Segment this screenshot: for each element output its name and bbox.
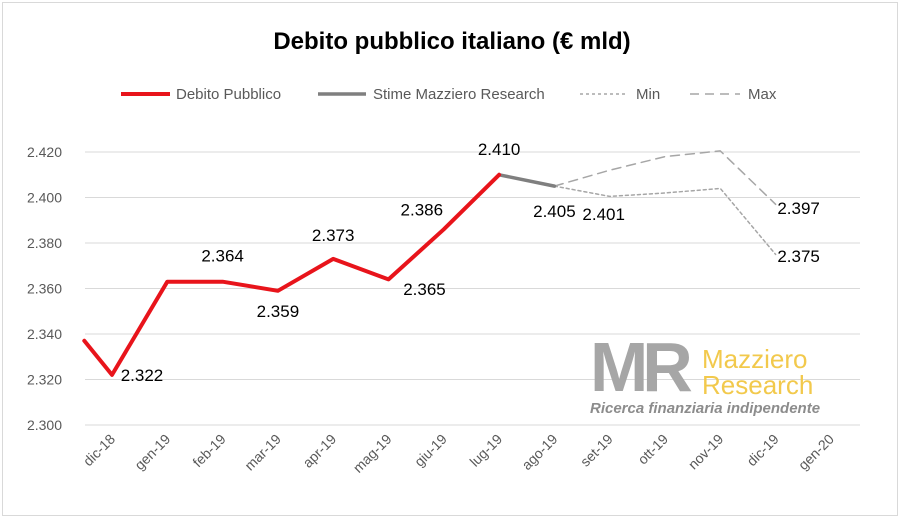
legend-label: Debito Pubblico [176,86,281,103]
series-line-debito-pubblico [82,172,502,377]
x-tick-label: gen-20 [795,431,837,473]
y-tick-label: 2.340 [27,326,62,342]
data-labels: 2.322 2.364 2.359 2.373 2.365 2.386 2.410 2.405… [121,140,820,385]
x-tick-label: ott-19 [634,431,671,468]
x-tick-label: set-19 [577,431,616,470]
x-tick-label: lug-19 [466,431,505,470]
x-tick-label: dic-18 [80,431,118,469]
x-tick-label: apr-19 [299,431,339,471]
x-tick-label: ago-19 [518,431,560,473]
series-line-stime-mazziero-research [497,173,557,188]
data-label: 2.375 [777,247,820,266]
y-tick-label: 2.300 [27,417,62,433]
x-tick-label: feb-19 [189,431,229,471]
y-tick-label: 2.360 [27,281,62,297]
x-tick-label: gen-19 [131,431,173,473]
data-label: 2.410 [478,140,521,159]
watermark-logo: MR Mazziero Research Ricerca finanziaria… [590,332,840,422]
data-label: 2.364 [201,246,244,265]
x-tick-label: mag-19 [350,431,395,476]
x-tick-label: dic-19 [743,431,781,469]
watermark-name-line2: Research [702,370,814,400]
data-label: 2.359 [257,302,300,321]
legend-label: Max [748,86,777,103]
series-line-min [553,185,777,256]
chart-frame [2,2,898,516]
data-label: 2.322 [121,366,164,385]
watermark-name-line1: Mazziero [702,344,808,374]
data-label: 2.401 [582,205,625,224]
watermark-mr-mark: MR [590,328,693,406]
chart-title: Debito pubblico italiano (€ mld) [273,28,631,55]
x-tick-label: mar-19 [241,431,284,474]
x-axis-ticks: dic-18 gen-19 feb-19 mar-19 apr-19 mag-19 giu-… [80,431,837,476]
series-line-max [553,150,777,206]
legend-label: Stime Mazziero Research [373,86,545,103]
legend: Debito Pubblico Stime Mazziero Research Mi… [121,86,777,103]
legend-label: Min [636,86,660,103]
series-lines [82,150,777,377]
data-label: 2.397 [777,199,820,218]
y-tick-label: 2.420 [27,144,62,160]
data-label: 2.365 [403,280,446,299]
y-tick-label: 2.380 [27,235,62,251]
data-label: 2.386 [401,200,444,219]
x-tick-label: giu-19 [411,431,450,470]
gridlines [85,151,860,426]
x-tick-label: nov-19 [685,431,727,473]
y-tick-label: 2.320 [27,372,62,388]
data-label: 2.373 [312,226,355,245]
watermark-tagline: Ricerca finanziaria indipendente [590,400,821,417]
y-tick-label: 2.400 [27,190,62,206]
data-label: 2.405 [533,202,576,221]
y-axis-ticks: 2.300 2.320 2.340 2.360 2.380 2.400 2.420 [27,144,62,433]
